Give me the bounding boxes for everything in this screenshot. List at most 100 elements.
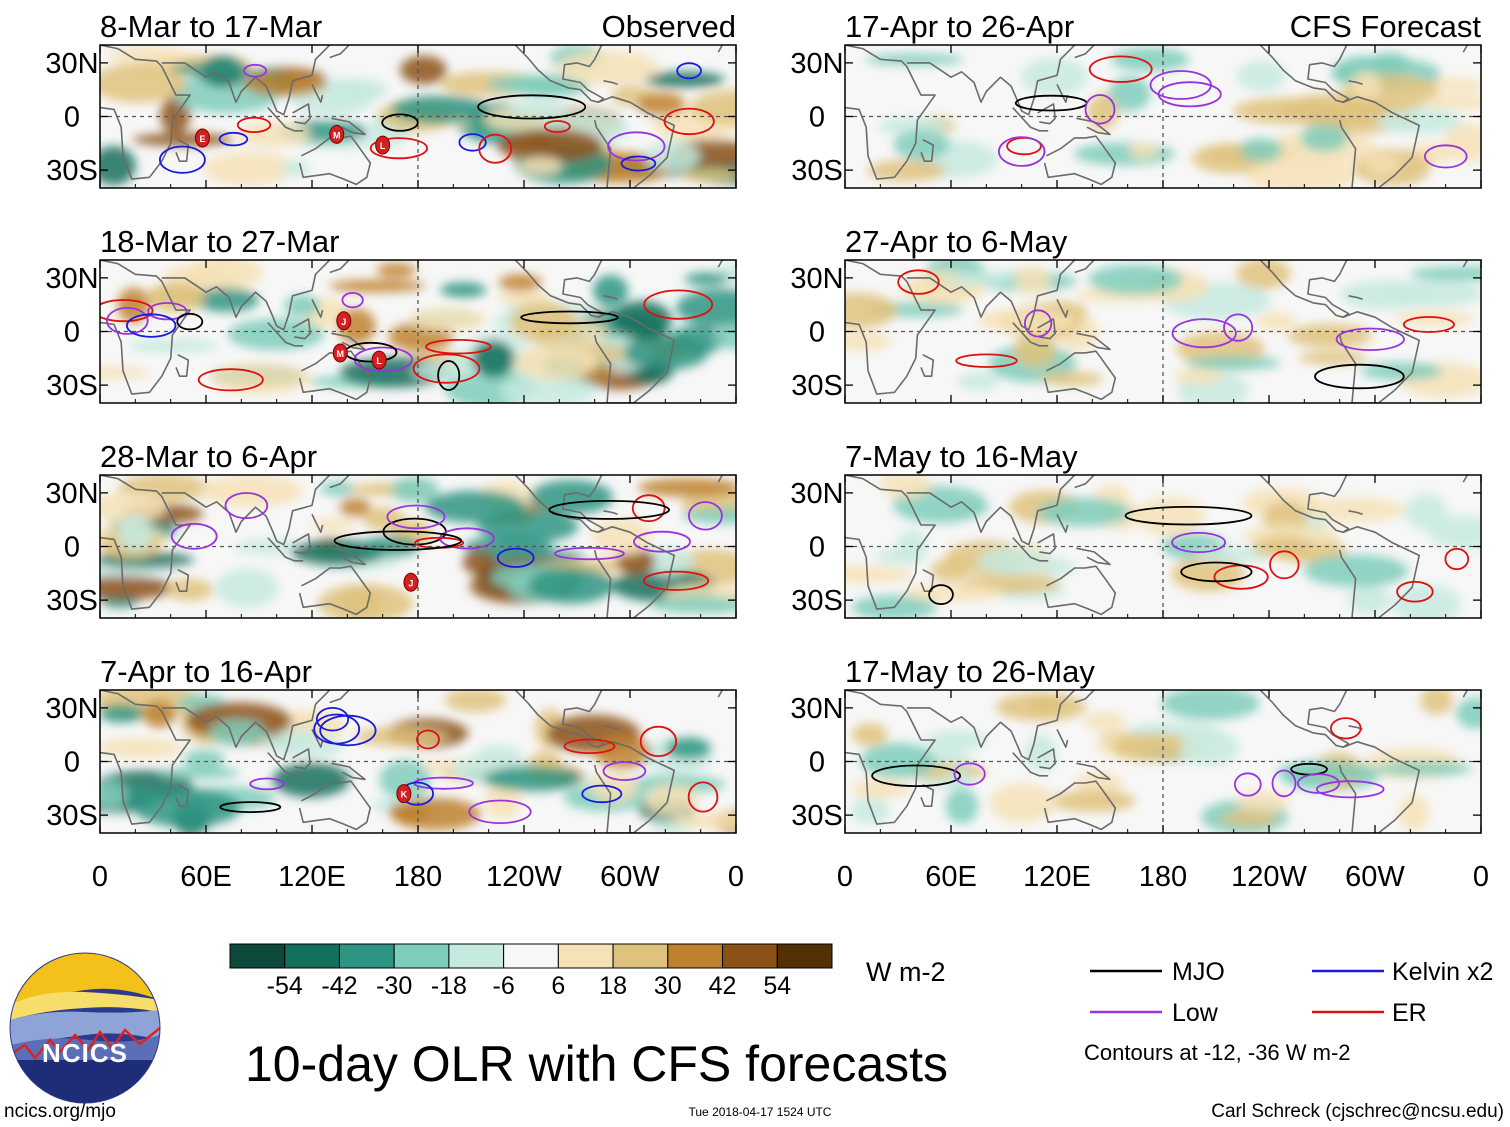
low-contour [106,306,149,335]
storm-marker-label: L [376,356,382,366]
coastline [1056,298,1069,319]
coastline [100,260,191,395]
wet-anomaly [291,539,386,566]
storm-marker: J [336,311,352,331]
coastline [292,748,312,770]
contour-note: Contours at -12, -36 W m-2 [1084,1040,1351,1065]
er-contour [687,781,719,813]
coastline [1338,525,1420,618]
er-contour [955,353,1018,368]
dry-anomaly [1128,142,1159,159]
dry-anomaly [1444,123,1481,162]
panels: 30N 0 30S 8-Mar to 17-Mar Observed 30N 0 30S 18-… [45,9,1482,834]
coastline [161,690,331,761]
coastline [1076,762,1111,781]
colorbar-swatch [393,943,450,969]
coastline [311,513,324,534]
er-contour [1402,316,1455,333]
mjo-contour [477,94,587,120]
olr-anomaly-field [100,45,736,186]
mjo-contour [176,312,204,331]
lat-label: 30N [790,48,843,80]
low-contour [468,799,532,825]
mjo-contour [1180,561,1253,583]
panel-observed-2: 30N 0 30S 18-Mar to 27-Mar [45,224,737,404]
coastline [1074,260,1095,274]
lat-label: 30S [46,585,98,617]
lon-label: 60W [600,861,660,893]
dry-anomaly [690,90,736,124]
wet-anomaly [676,288,736,327]
storm-marker: M [329,124,345,144]
low-contour [953,762,986,786]
dry-anomaly [1420,690,1454,715]
storm-marker-label: M [337,349,345,359]
dry-anomaly [637,478,736,497]
coastline [1043,565,1117,616]
er-contour [1269,550,1300,580]
lat-label: 30S [791,585,843,617]
panel-observed-3: 30N 0 30S 28-Mar to 6-Apr [45,439,737,619]
dry-anomaly [851,723,888,746]
colorbar-tick-label: -6 [493,972,515,1000]
wet-anomaly [475,745,522,761]
panel-forecast-2: 30N 0 30S 27-Apr to 6-May [790,224,1482,404]
coastline [161,260,331,331]
coastline [329,45,350,59]
lat-label: 30N [45,693,98,725]
coastline [603,510,618,516]
wet-anomaly [529,479,614,515]
panel-title: 17-Apr to 26-Apr [845,9,1074,44]
dry-anomaly [1398,794,1430,832]
wet-anomaly [439,282,487,298]
lat-label: 0 [64,317,80,349]
wet-anomaly [643,547,694,577]
wet-anomaly [1370,52,1410,74]
mjo-contour [381,113,419,132]
coastline [1074,45,1095,59]
footer-url[interactable]: ncics.org/mjo [4,1101,116,1122]
coastline [593,310,676,403]
er-contour [1396,580,1434,603]
er-contour [631,494,666,523]
coastline [161,475,331,546]
wet-anomaly [977,547,1050,575]
wet-anomaly [390,95,491,124]
coastline [175,568,190,593]
lat-label: 0 [64,532,80,564]
wet-anomaly [592,274,629,308]
mjo-contour [219,801,282,813]
colorbar-swatch [503,943,559,969]
dry-anomaly [1236,260,1291,290]
coastline [845,45,936,180]
wet-anomaly [1410,266,1481,281]
panel-title: 17-May to 26-May [845,654,1095,689]
panel-observed-4: 30N 0 30S 7-Apr to 16-Apr [45,654,737,834]
coastline [1338,96,1420,188]
wet-anomaly [1186,355,1281,371]
wet-anomaly [477,510,579,543]
coastline [845,260,936,395]
coastline [267,537,304,562]
olr-anomaly-field [864,47,1481,188]
colorbar-tick-label: -54 [267,972,303,1000]
low-contour [1297,773,1341,794]
panel-forecast-1: 30N 0 30S 17-Apr to 26-Apr CFS Forecast [790,9,1482,189]
coastline [331,762,366,781]
coastline [175,138,190,162]
wet-anomaly [471,340,515,378]
wet-anomaly [100,780,128,810]
wet-anomaly [134,788,241,828]
kelvin-contour [676,62,702,80]
low-contour [243,63,268,78]
dry-anomaly [591,518,652,556]
coastline [329,475,350,489]
ncics-logo-ring [9,952,161,1104]
low-contour [224,492,269,520]
dry-anomaly [1039,371,1104,386]
panel-title: 7-Apr to 16-Apr [100,654,312,689]
coastline [100,690,191,825]
colorbar: -54 -42 -30 -18 -6 6 18 30 42 54 [229,943,833,1000]
lon-label: 180 [394,861,442,893]
dry-anomaly [400,55,447,85]
